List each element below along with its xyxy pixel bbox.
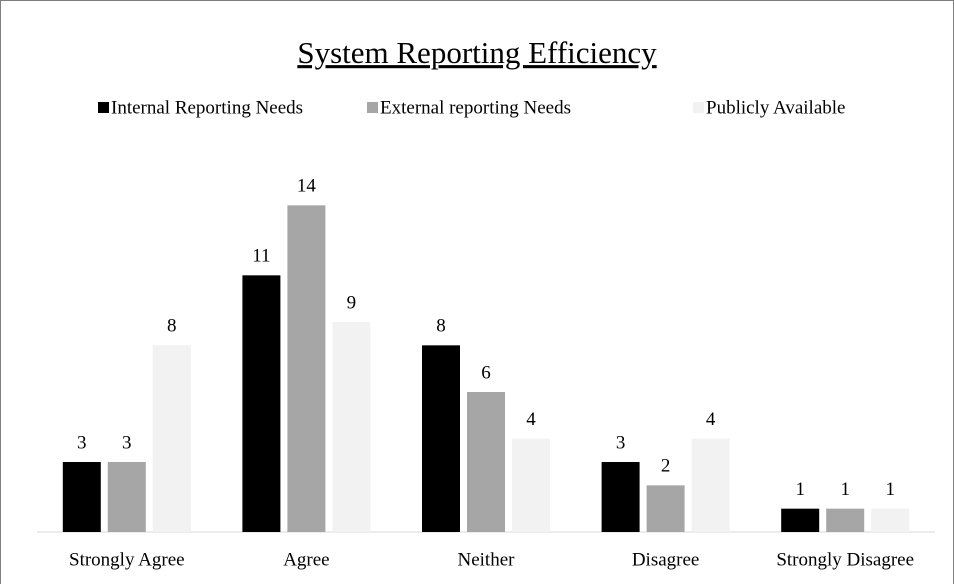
- x-tick-label: Disagree: [632, 549, 700, 570]
- legend-label: Internal Reporting Needs: [111, 97, 303, 118]
- bar: [62, 462, 101, 532]
- x-tick-label: Neither: [458, 549, 516, 570]
- data-label: 8: [436, 316, 446, 337]
- legend-label: Publicly Available: [706, 97, 846, 118]
- data-label: 8: [167, 316, 177, 337]
- bar: [512, 438, 550, 532]
- data-label: 4: [706, 409, 716, 430]
- legend-swatch: [367, 102, 378, 113]
- x-tick-label: Agree: [283, 549, 329, 570]
- bar: [601, 462, 640, 532]
- bar: [646, 485, 685, 532]
- data-label: 11: [252, 246, 270, 267]
- bar: [107, 462, 146, 532]
- bar: [332, 322, 371, 532]
- bar: [691, 438, 730, 532]
- bar: [871, 508, 910, 532]
- legend-swatch: [693, 102, 704, 113]
- data-label: 1: [840, 479, 850, 500]
- bar: [287, 205, 326, 533]
- chart-title: System Reporting Efficiency: [297, 35, 657, 70]
- data-label: 6: [481, 362, 491, 383]
- data-label: 4: [526, 409, 536, 430]
- data-label: 14: [297, 176, 317, 197]
- data-label: 1: [795, 479, 805, 500]
- legend-label: External reporting Needs: [380, 97, 571, 118]
- data-label: 1: [885, 479, 895, 500]
- data-label: 3: [77, 432, 87, 453]
- bar: [781, 508, 820, 532]
- x-tick-label: Strongly Agree: [69, 549, 185, 570]
- bar: [152, 345, 191, 532]
- data-label: 2: [661, 456, 671, 477]
- bar: [422, 345, 460, 532]
- legend-swatch: [98, 102, 109, 113]
- data-label: 3: [616, 432, 626, 453]
- x-tick-label: Strongly Disagree: [776, 549, 914, 570]
- data-label: 3: [122, 432, 132, 453]
- bar: [826, 508, 865, 532]
- bar: [467, 392, 505, 532]
- data-label: 9: [347, 292, 357, 313]
- bar: [242, 275, 281, 532]
